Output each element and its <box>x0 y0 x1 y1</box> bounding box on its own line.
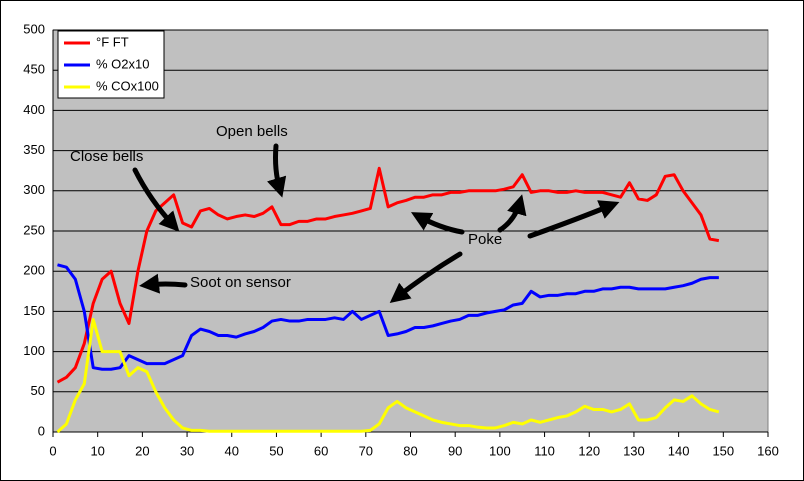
x-tick-label: 70 <box>359 443 373 458</box>
y-tick-label: 0 <box>38 423 45 438</box>
x-tick-label: 120 <box>578 443 600 458</box>
x-tick-label: 80 <box>403 443 417 458</box>
x-tick-label: 50 <box>269 443 283 458</box>
x-tick-label: 160 <box>757 443 779 458</box>
x-tick-label: 100 <box>489 443 511 458</box>
series-line <box>56 166 720 384</box>
x-tick-label: 40 <box>225 443 239 458</box>
y-tick-label: 350 <box>23 142 45 157</box>
arrow <box>139 273 188 294</box>
arrow <box>132 167 180 232</box>
y-tick-label: 500 <box>23 21 45 36</box>
x-tick-label: 0 <box>49 443 56 458</box>
y-tick-label: 450 <box>23 62 45 77</box>
y-tick-label: 300 <box>23 182 45 197</box>
grid: 0 50 100 150 200 250 300 350 400 450 500 0 10 20 30 40 5… <box>23 21 779 458</box>
arrow <box>497 194 527 233</box>
annotation: Open bells <box>216 123 288 140</box>
annotation: Poke <box>468 231 502 248</box>
legend-label: % O2x10 <box>96 56 149 71</box>
arrow <box>410 212 465 235</box>
y-tick-label: 250 <box>23 222 45 237</box>
x-tick-label: 90 <box>448 443 462 458</box>
x-tick-label: 150 <box>712 443 734 458</box>
x-tick-label: 30 <box>180 443 194 458</box>
y-tick-label: 150 <box>23 303 45 318</box>
lines <box>56 166 720 434</box>
arrow <box>389 251 463 303</box>
annotation-arrows <box>132 143 620 303</box>
y-tick-label: 400 <box>23 102 45 117</box>
annotation: Close bells <box>70 148 143 165</box>
legend: °F FT % O2x10 % COx100 <box>57 30 165 99</box>
x-tick-label: 130 <box>623 443 645 458</box>
x-tick-label: 140 <box>668 443 690 458</box>
y-tick-label: 200 <box>23 263 45 278</box>
series-line <box>57 263 719 371</box>
series-line <box>56 317 720 434</box>
arrow <box>266 143 287 198</box>
x-tick-label: 20 <box>135 443 149 458</box>
y-tick-label: 50 <box>31 383 45 398</box>
annotation: Soot on sensor <box>190 274 291 291</box>
legend-label: °F FT <box>96 34 129 49</box>
x-tick-label: 60 <box>314 443 328 458</box>
x-tick-label: 110 <box>534 443 555 458</box>
x-tick-label: 10 <box>90 443 104 458</box>
arrow <box>527 200 620 239</box>
legend-label: % COx100 <box>96 78 159 93</box>
y-tick-label: 100 <box>23 343 45 358</box>
